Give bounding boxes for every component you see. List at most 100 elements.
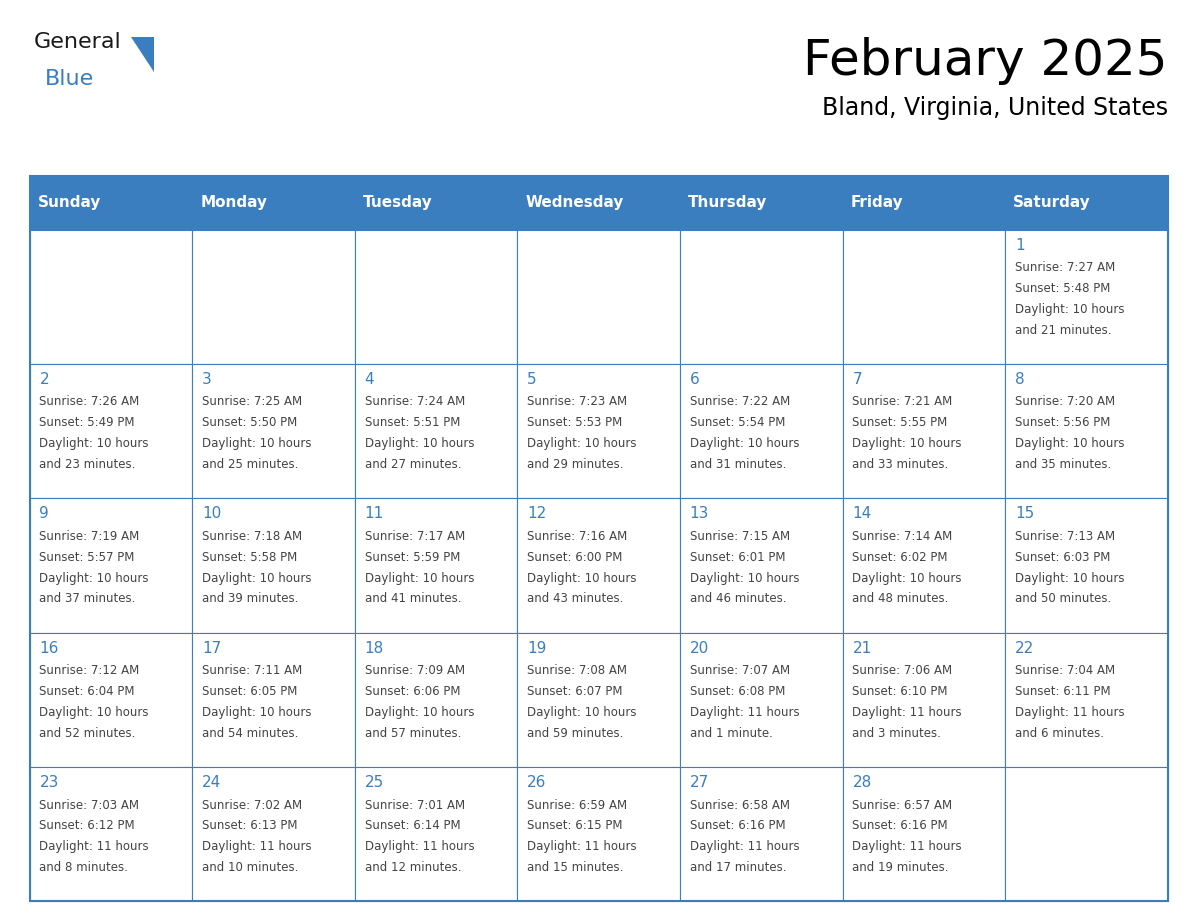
Text: 16: 16 xyxy=(39,641,59,655)
Text: Daylight: 11 hours: Daylight: 11 hours xyxy=(39,840,148,854)
Text: 14: 14 xyxy=(852,507,872,521)
Text: Sunrise: 7:11 AM: Sunrise: 7:11 AM xyxy=(202,665,302,677)
Text: Sunset: 6:12 PM: Sunset: 6:12 PM xyxy=(39,820,135,833)
Text: Sunset: 6:08 PM: Sunset: 6:08 PM xyxy=(690,685,785,698)
Text: Sunset: 5:53 PM: Sunset: 5:53 PM xyxy=(527,416,623,430)
Text: Daylight: 10 hours: Daylight: 10 hours xyxy=(527,437,637,450)
Text: Sunset: 6:05 PM: Sunset: 6:05 PM xyxy=(202,685,297,698)
Text: Daylight: 10 hours: Daylight: 10 hours xyxy=(365,437,474,450)
Text: Sunset: 5:51 PM: Sunset: 5:51 PM xyxy=(365,416,460,430)
Bar xyxy=(842,767,1005,901)
Text: 23: 23 xyxy=(39,775,59,790)
Bar xyxy=(518,767,680,901)
Text: 2: 2 xyxy=(39,372,49,387)
Text: 9: 9 xyxy=(39,507,49,521)
Text: and 57 minutes.: and 57 minutes. xyxy=(365,727,461,740)
Bar xyxy=(518,633,680,767)
Text: Daylight: 11 hours: Daylight: 11 hours xyxy=(365,840,474,854)
Bar xyxy=(192,176,355,230)
Text: General: General xyxy=(33,32,121,52)
Text: Sunset: 6:07 PM: Sunset: 6:07 PM xyxy=(527,685,623,698)
Text: and 39 minutes.: and 39 minutes. xyxy=(202,592,298,605)
Bar xyxy=(1005,767,1168,901)
Text: February 2025: February 2025 xyxy=(803,37,1168,84)
Text: 28: 28 xyxy=(852,775,872,790)
Bar xyxy=(192,767,355,901)
Text: Sunrise: 7:24 AM: Sunrise: 7:24 AM xyxy=(365,396,465,409)
Bar xyxy=(192,364,355,498)
Bar xyxy=(680,767,842,901)
Bar xyxy=(842,364,1005,498)
Text: Sunrise: 7:08 AM: Sunrise: 7:08 AM xyxy=(527,665,627,677)
Text: Daylight: 11 hours: Daylight: 11 hours xyxy=(527,840,637,854)
Bar xyxy=(842,633,1005,767)
Text: Sunset: 5:58 PM: Sunset: 5:58 PM xyxy=(202,551,297,564)
Text: and 41 minutes.: and 41 minutes. xyxy=(365,592,461,605)
Text: Sunset: 6:15 PM: Sunset: 6:15 PM xyxy=(527,820,623,833)
Text: Daylight: 11 hours: Daylight: 11 hours xyxy=(690,706,800,719)
Bar xyxy=(192,633,355,767)
Bar xyxy=(355,364,518,498)
Text: 27: 27 xyxy=(690,775,709,790)
Text: Sunrise: 7:21 AM: Sunrise: 7:21 AM xyxy=(852,396,953,409)
Text: Sunrise: 7:17 AM: Sunrise: 7:17 AM xyxy=(365,530,465,543)
Text: and 12 minutes.: and 12 minutes. xyxy=(365,861,461,874)
Bar xyxy=(518,176,680,230)
Text: Daylight: 10 hours: Daylight: 10 hours xyxy=(39,706,148,719)
Text: Daylight: 10 hours: Daylight: 10 hours xyxy=(365,572,474,585)
Text: 24: 24 xyxy=(202,775,221,790)
Text: 5: 5 xyxy=(527,372,537,387)
Text: 15: 15 xyxy=(1015,507,1035,521)
Text: Sunset: 6:00 PM: Sunset: 6:00 PM xyxy=(527,551,623,564)
Text: and 31 minutes.: and 31 minutes. xyxy=(690,458,786,471)
Text: Daylight: 10 hours: Daylight: 10 hours xyxy=(1015,572,1125,585)
Text: Sunset: 5:50 PM: Sunset: 5:50 PM xyxy=(202,416,297,430)
Text: Sunset: 6:06 PM: Sunset: 6:06 PM xyxy=(365,685,460,698)
Bar xyxy=(1005,364,1168,498)
Text: Sunrise: 7:09 AM: Sunrise: 7:09 AM xyxy=(365,665,465,677)
Text: Sunset: 6:04 PM: Sunset: 6:04 PM xyxy=(39,685,135,698)
Text: Sunrise: 7:02 AM: Sunrise: 7:02 AM xyxy=(202,799,302,812)
Bar xyxy=(30,230,192,364)
Text: and 52 minutes.: and 52 minutes. xyxy=(39,727,135,740)
Bar xyxy=(842,498,1005,633)
Text: 10: 10 xyxy=(202,507,221,521)
Text: and 50 minutes.: and 50 minutes. xyxy=(1015,592,1111,605)
Text: Daylight: 10 hours: Daylight: 10 hours xyxy=(39,437,148,450)
Text: Sunrise: 7:26 AM: Sunrise: 7:26 AM xyxy=(39,396,140,409)
Bar xyxy=(355,633,518,767)
Text: and 27 minutes.: and 27 minutes. xyxy=(365,458,461,471)
Text: Sunday: Sunday xyxy=(38,196,101,210)
Text: Daylight: 10 hours: Daylight: 10 hours xyxy=(690,437,800,450)
Text: 8: 8 xyxy=(1015,372,1024,387)
Bar xyxy=(30,767,192,901)
Bar xyxy=(1005,230,1168,364)
Text: Sunrise: 7:18 AM: Sunrise: 7:18 AM xyxy=(202,530,302,543)
Text: Sunrise: 7:12 AM: Sunrise: 7:12 AM xyxy=(39,665,140,677)
Text: and 54 minutes.: and 54 minutes. xyxy=(202,727,298,740)
Text: 13: 13 xyxy=(690,507,709,521)
Text: Bland, Virginia, United States: Bland, Virginia, United States xyxy=(822,96,1168,120)
Text: and 33 minutes.: and 33 minutes. xyxy=(852,458,949,471)
Text: Sunrise: 7:15 AM: Sunrise: 7:15 AM xyxy=(690,530,790,543)
Text: Friday: Friday xyxy=(851,196,903,210)
Bar xyxy=(518,230,680,364)
Text: Daylight: 10 hours: Daylight: 10 hours xyxy=(202,572,311,585)
Text: Wednesday: Wednesday xyxy=(525,196,624,210)
Text: Sunset: 5:54 PM: Sunset: 5:54 PM xyxy=(690,416,785,430)
Text: Daylight: 10 hours: Daylight: 10 hours xyxy=(39,572,148,585)
Text: Sunset: 6:03 PM: Sunset: 6:03 PM xyxy=(1015,551,1111,564)
Text: Sunrise: 7:01 AM: Sunrise: 7:01 AM xyxy=(365,799,465,812)
Text: and 8 minutes.: and 8 minutes. xyxy=(39,861,128,874)
Text: 1: 1 xyxy=(1015,238,1024,252)
Text: 22: 22 xyxy=(1015,641,1035,655)
Text: 18: 18 xyxy=(365,641,384,655)
Text: and 1 minute.: and 1 minute. xyxy=(690,727,772,740)
Text: 12: 12 xyxy=(527,507,546,521)
Text: 20: 20 xyxy=(690,641,709,655)
Text: Sunrise: 7:25 AM: Sunrise: 7:25 AM xyxy=(202,396,302,409)
Text: 3: 3 xyxy=(202,372,211,387)
Bar xyxy=(355,498,518,633)
Text: Daylight: 10 hours: Daylight: 10 hours xyxy=(202,706,311,719)
Text: Sunrise: 7:13 AM: Sunrise: 7:13 AM xyxy=(1015,530,1116,543)
